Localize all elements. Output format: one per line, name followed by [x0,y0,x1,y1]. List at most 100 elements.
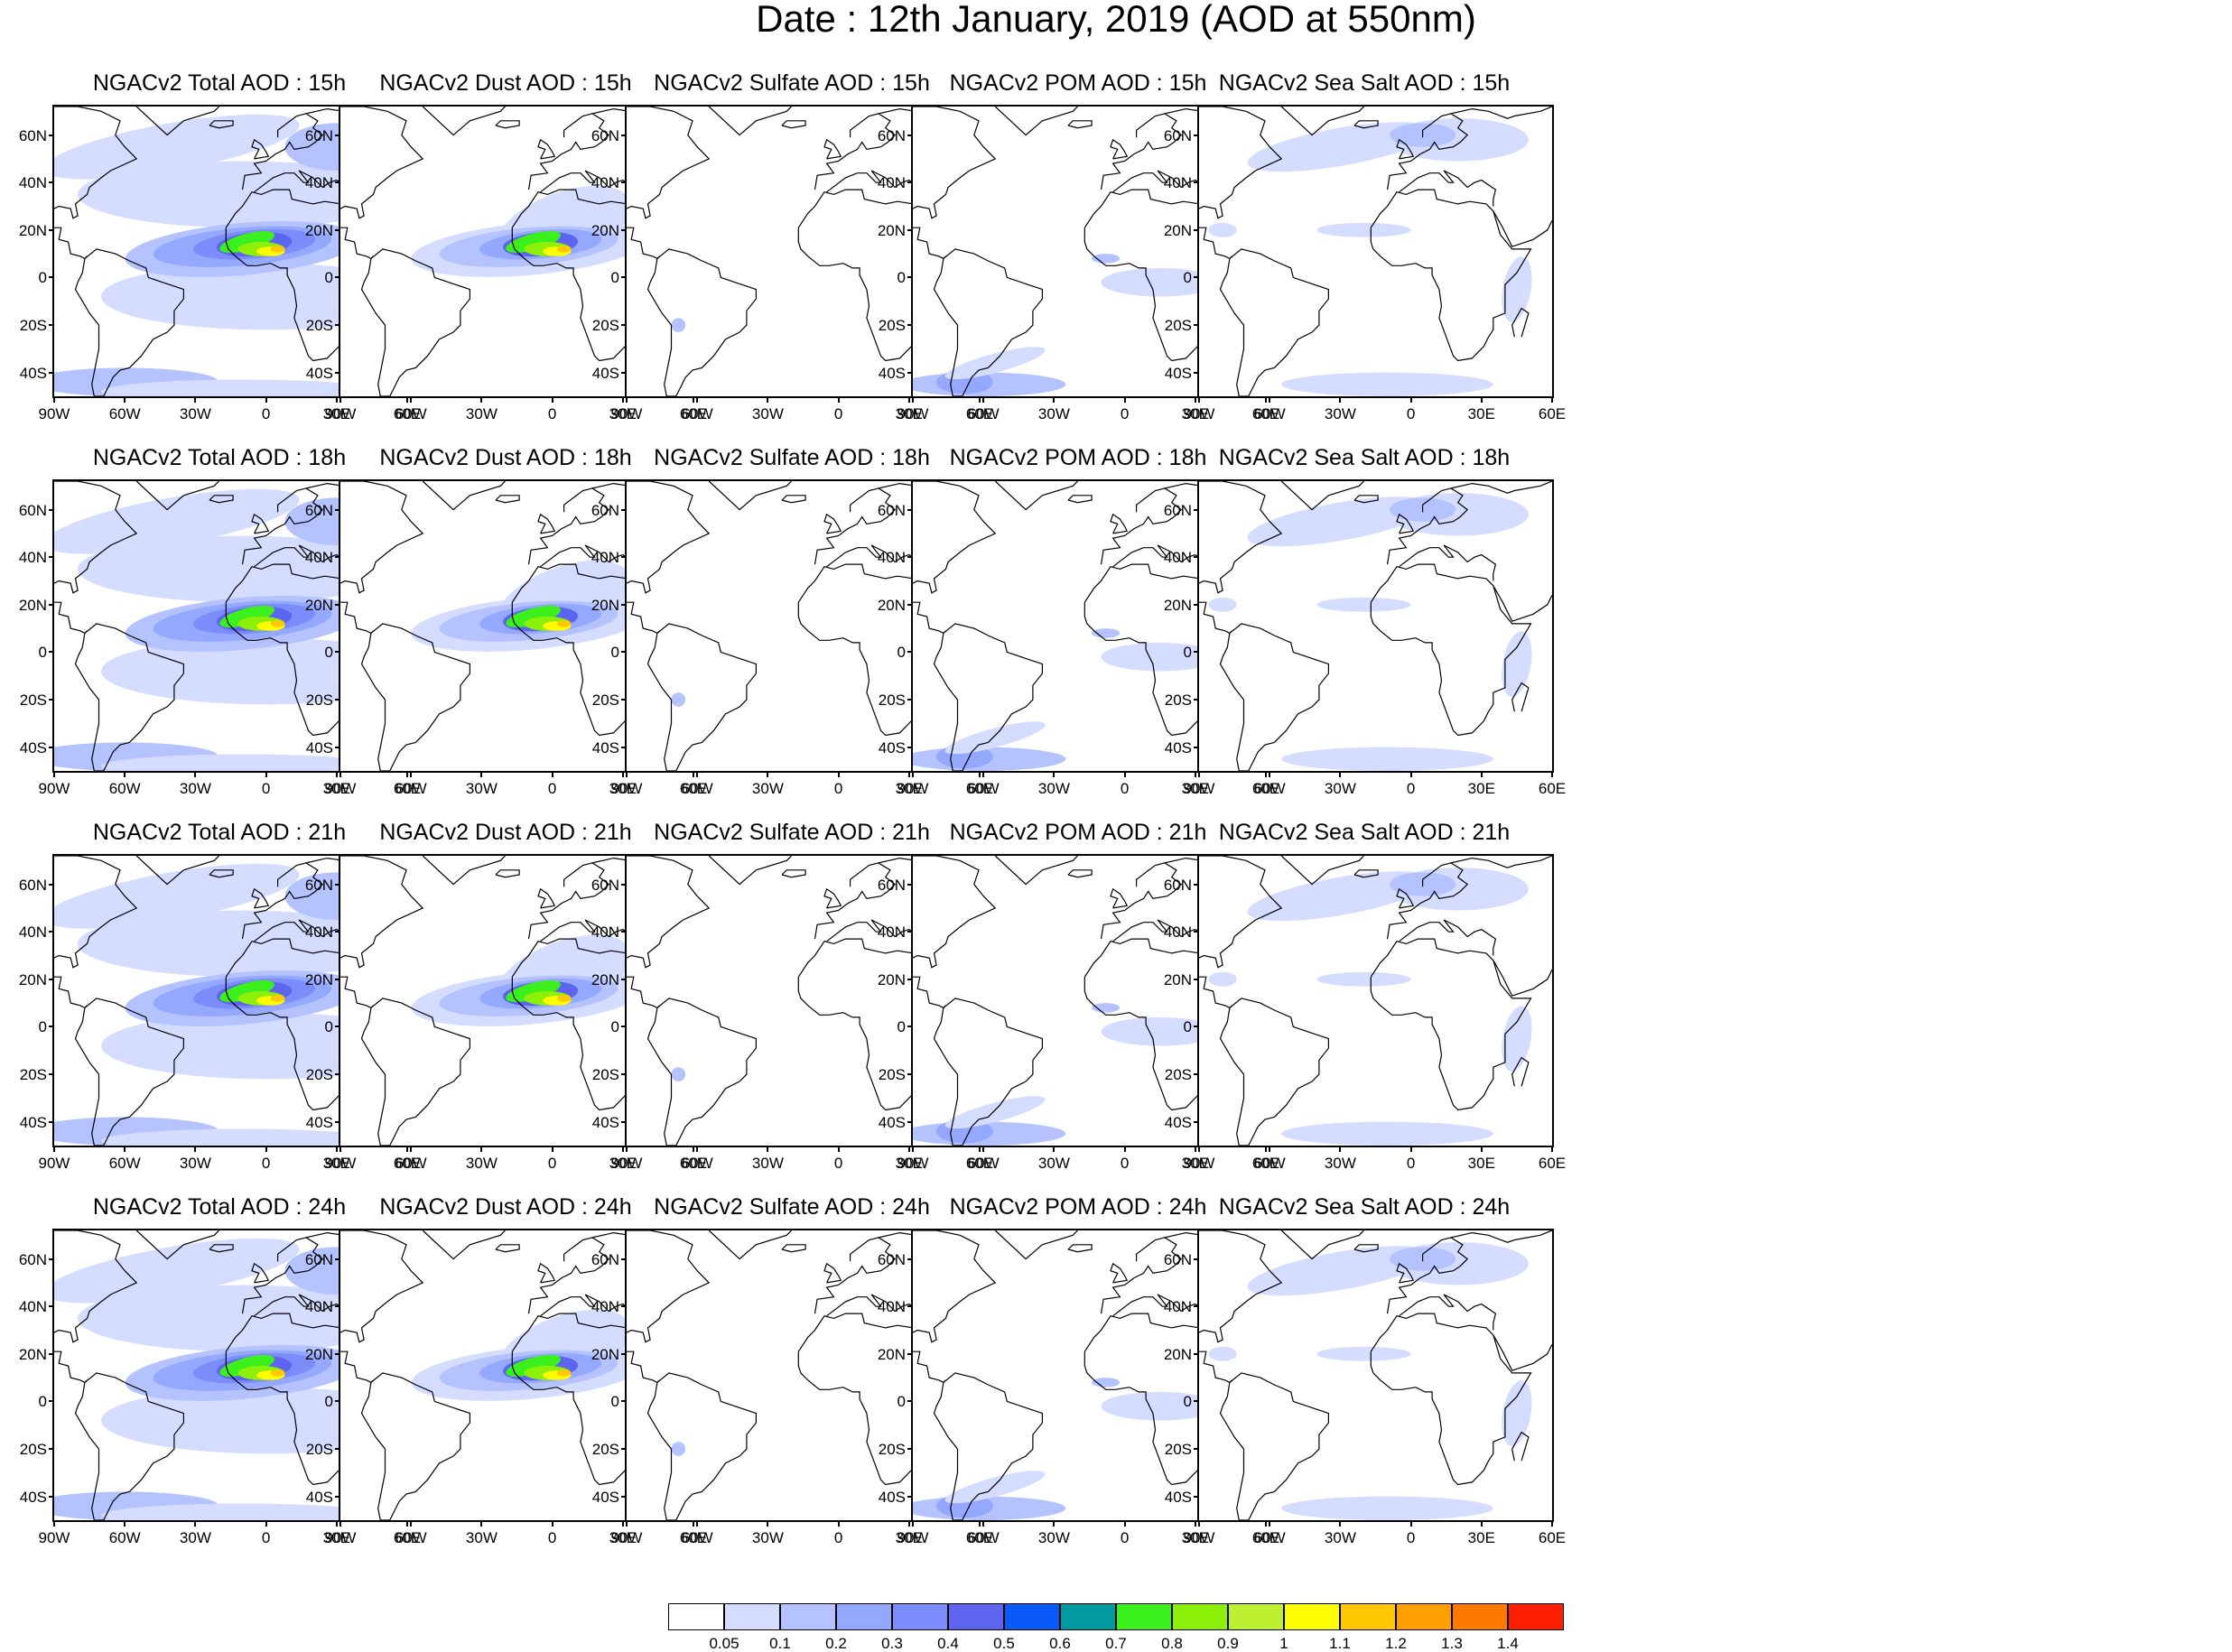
panel-title: NGACv2 Total AOD : 18h [92,445,347,470]
lat-tick-label: 60N [304,501,333,519]
lat-tick-label: 20N [591,1345,619,1363]
lon-tick-label: 60E [1538,780,1567,797]
lon-tick-mark [1265,773,1267,777]
lon-tick-mark [982,398,985,403]
lon-tick-mark [551,398,553,403]
lat-tick-mark [1194,1305,1197,1308]
coastline-central-america [1199,976,1232,1009]
lat-tick-label: 20S [19,691,47,710]
lon-tick-label: 90W [324,1155,357,1172]
lat-tick-label: 60N [591,501,619,519]
lat-tick-mark [907,556,911,559]
lon-tick-mark [410,1147,413,1152]
lon-tick-mark [194,1147,197,1152]
lat-tick-mark [335,978,339,980]
lat-tick-mark [621,978,625,980]
colorbar-swatch [836,1603,892,1630]
aerosol-field [671,318,686,332]
coastline-europe [1386,1230,1552,1314]
coastline-north-america [340,1230,424,1343]
lon-tick-mark [124,398,126,403]
aerosol-field [78,161,407,228]
coastline-mediterranean [1399,544,1497,581]
coastline-central-america [54,1350,88,1384]
lat-tick-label: 60N [1163,876,1192,894]
coastline-south-america [646,998,757,1146]
lon-tick-mark [621,1522,624,1527]
lon-tick-mark [335,1522,338,1527]
lon-tick-mark [335,1147,338,1152]
lon-tick-label: 60W [108,780,141,797]
coastline-north-america [1199,481,1283,594]
lat-tick-mark [335,699,339,701]
lat-tick-mark [1194,276,1197,279]
lat-tick-mark [335,1073,339,1076]
colorbar-label: 0.1 [769,1635,791,1652]
lon-tick-label: 30W [1037,780,1070,797]
lon-tick-label: 0 [261,1155,271,1172]
lon-tick-mark [979,398,981,403]
lon-tick-mark [480,1522,483,1527]
lon-tick-mark [410,398,413,403]
lon-tick-mark [1265,398,1267,403]
aerosol-field [101,263,407,330]
colorbar-label: 0.5 [993,1635,1015,1652]
coastline-arabia [1493,1334,1552,1371]
lat-tick-mark [49,181,52,184]
lat-tick-mark [621,883,625,886]
lat-tick-label: 60N [877,126,906,144]
coastline-britain [1110,887,1129,909]
aerosol-field [1092,1003,1121,1013]
lat-tick-mark [1194,883,1197,886]
lat-tick-label: 40N [591,1298,619,1316]
lat-tick-label: 60N [591,1250,619,1268]
aerosol-field [101,379,384,396]
lat-tick-mark [1194,1495,1197,1498]
lat-tick-mark [907,603,911,606]
panel-title: NGACv2 Sea Salt AOD : 24h [1218,1194,1511,1220]
map-frame [1197,854,1554,1147]
aerosol-field [1281,1121,1493,1146]
lat-tick-label: 20N [304,970,333,988]
lat-tick-mark [1194,371,1197,374]
lon-tick-mark [626,398,628,403]
lon-tick-mark [1198,1522,1200,1527]
lon-tick-label: 60W [108,1155,141,1172]
coastline-north-america [913,856,997,969]
coastline-south-america [933,998,1043,1146]
lon-tick-label: 60E [393,405,422,422]
coastline-madagascar [1511,682,1530,712]
aerosol-field [1316,222,1411,237]
lon-tick-label: 60W [967,1155,1000,1172]
colorbar-label: 1.4 [1497,1635,1519,1652]
lat-tick-mark [335,556,339,559]
lat-tick-label: 40S [591,1113,619,1131]
lat-tick-label: 20N [304,1345,333,1363]
lat-tick-label: 20N [18,596,47,614]
lat-tick-label: 0 [610,644,619,662]
coastline-britain [1110,513,1129,534]
lon-tick-label: 90W [1183,405,1215,422]
lat-tick-mark [49,1026,52,1028]
coastline-iceland [781,869,806,878]
lon-tick-mark [696,1522,699,1527]
lon-tick-mark [1198,398,1200,403]
lon-tick-label: 90W [610,780,643,797]
lon-tick-label: 60E [393,780,422,797]
lat-tick-label: 20N [591,970,619,988]
lon-tick-mark [194,773,197,777]
lon-tick-label: 60E [965,780,994,797]
lon-tick-mark [1269,1522,1271,1527]
coastline-iceland [1353,120,1379,129]
lat-tick-mark [621,603,625,606]
coastline-greenland [708,481,792,511]
lon-tick-label: 30E [322,405,350,422]
coastline-scandinavia [563,487,593,513]
lon-tick-mark [1269,773,1271,777]
coastline-europe [1386,856,1552,940]
coastline-iceland [495,495,520,504]
aerosol-field [1247,1246,1434,1296]
coastline-scandinavia [277,113,307,138]
coastline-arabia [1493,210,1552,247]
coastline-scandinavia [1422,113,1452,138]
